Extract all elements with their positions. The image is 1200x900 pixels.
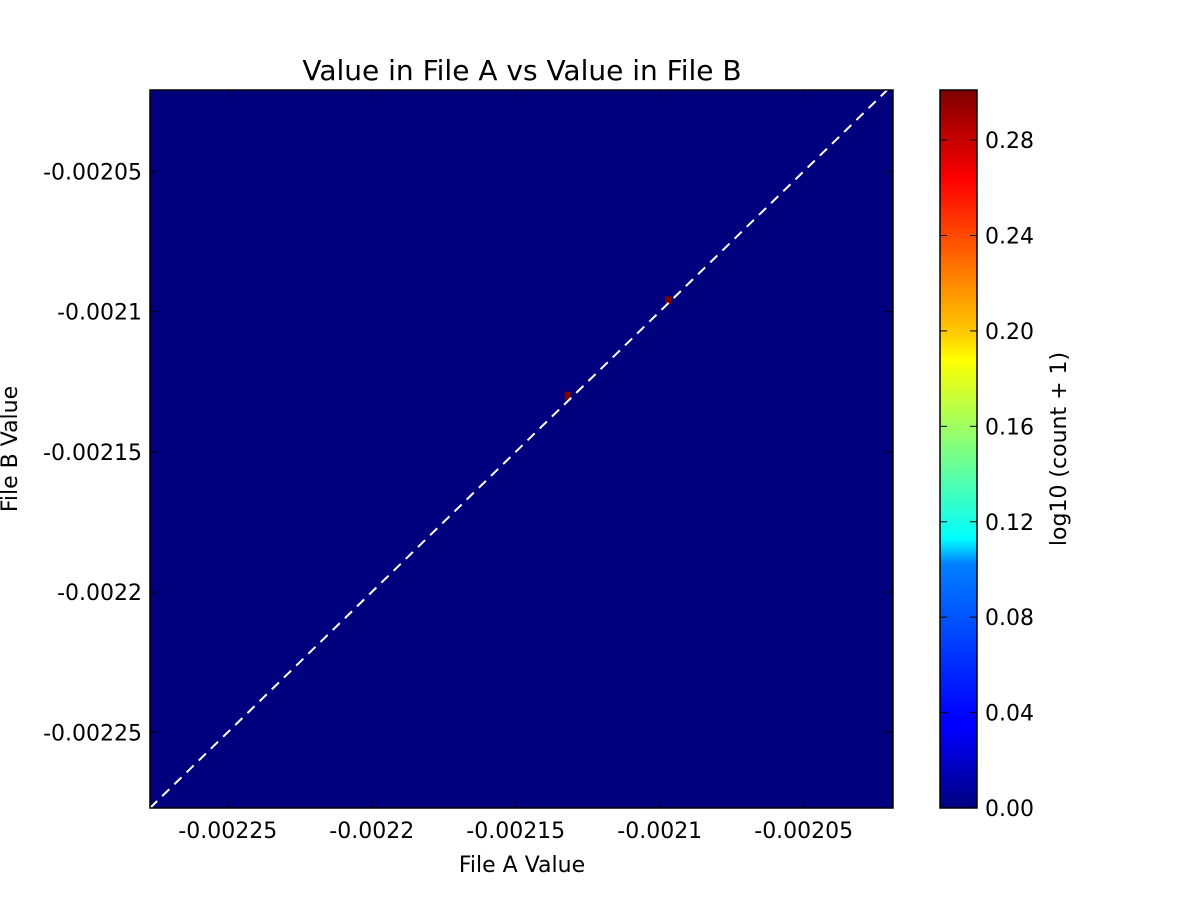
x-tick-label-1: -0.00225	[178, 819, 277, 844]
x-axis-ticks: -0.00225 -0.0022 -0.00215 -0.0021 -0.00205	[178, 90, 853, 844]
reference-line-y-equals-x	[149, 89, 888, 809]
x-tick-label-2: -0.0022	[329, 819, 414, 844]
colorbar-label: log10 (count + 1)	[1047, 352, 1072, 546]
y-tick-label-2: -0.0022	[57, 581, 142, 606]
colorbar-tick-label-4: 0.12	[985, 511, 1034, 536]
colorbar	[939, 89, 978, 809]
x-tick-label-5: -0.00205	[754, 819, 853, 844]
x-tick-label-4: -0.0021	[617, 819, 702, 844]
y-tick-label-4: -0.0021	[57, 301, 142, 326]
x-tick-label-3: -0.00215	[466, 819, 565, 844]
plot-frame	[149, 89, 894, 809]
colorbar-tick-label-8: 0.28	[985, 129, 1034, 154]
x-axis-label: File A Value	[459, 853, 585, 878]
colorbar-tick-label-7: 0.24	[985, 225, 1034, 250]
colorbar-tick-label-3: 0.08	[985, 606, 1034, 631]
chart-title: Value in File A vs Value in File B	[302, 54, 741, 87]
y-tick-label-3: -0.00215	[43, 441, 142, 466]
colorbar-tick-label-6: 0.20	[985, 320, 1034, 345]
colorbar-ticks: 0.00 0.04 0.08 0.12 0.16 0.20 0.24 0.28	[940, 129, 1034, 822]
colorbar-tick-label-1: 0.00	[985, 797, 1034, 822]
y-axis-ticks: -0.00225 -0.0022 -0.00215 -0.0021 -0.00205	[43, 160, 893, 746]
heatmap-cell-1	[564, 391, 571, 400]
heatmap-cells	[564, 296, 672, 400]
colorbar-tick-label-2: 0.04	[985, 702, 1034, 727]
y-tick-label-5: -0.00205	[43, 160, 142, 185]
colorbar-tick-label-5: 0.16	[985, 415, 1034, 440]
y-axis-label: File B Value	[0, 386, 23, 512]
y-tick-label-1: -0.00225	[43, 721, 142, 746]
heatmap-cell-2	[665, 296, 672, 305]
